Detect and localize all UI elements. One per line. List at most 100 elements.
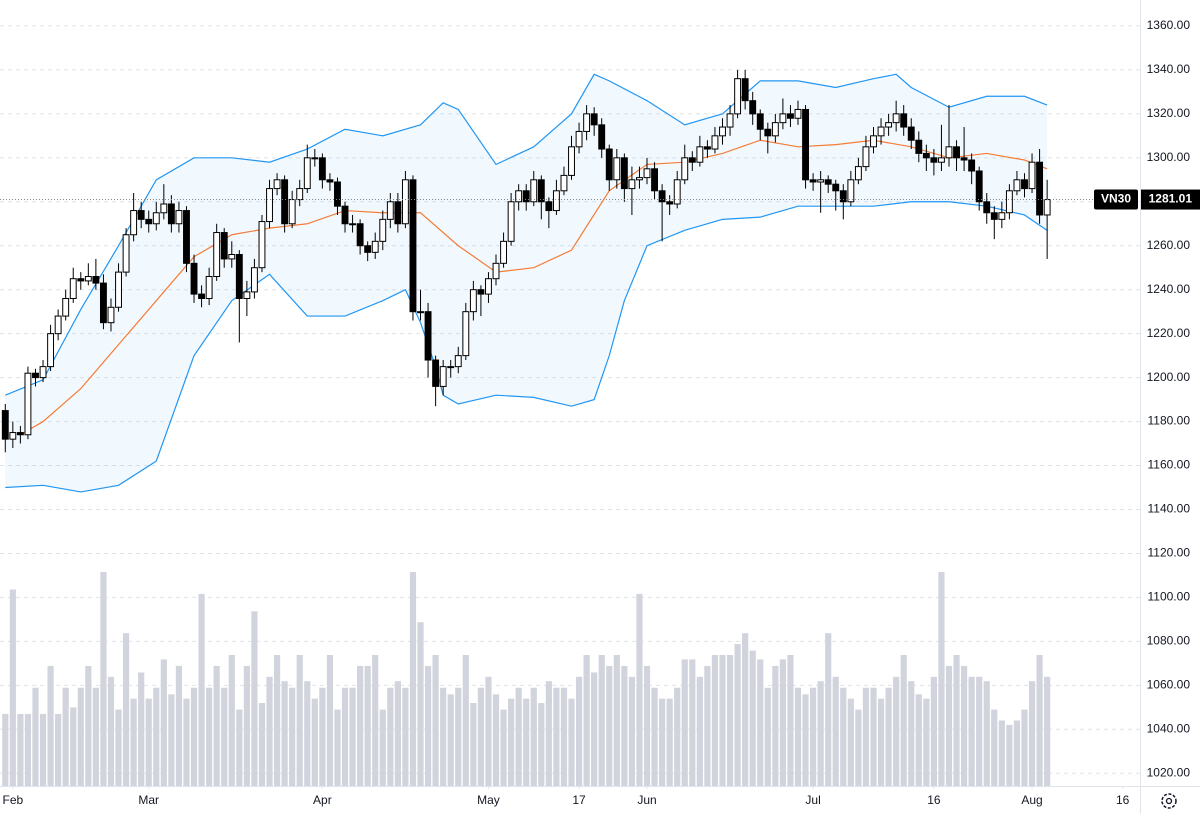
volume-bar xyxy=(470,703,477,786)
volume-bar xyxy=(138,672,145,786)
candle-body xyxy=(318,157,326,181)
volume-bar xyxy=(908,681,915,786)
candle-body xyxy=(69,278,77,299)
candle-body xyxy=(1043,199,1051,216)
y-tick-label: 1020.00 xyxy=(1147,765,1191,779)
band-layer xyxy=(5,73,1048,493)
candle-body xyxy=(250,267,258,293)
volume-bar xyxy=(976,676,983,786)
volume-bar xyxy=(696,676,703,786)
volume-bar xyxy=(598,655,605,786)
candle-body xyxy=(711,135,719,150)
candle-body xyxy=(122,234,130,273)
candle-body xyxy=(84,276,92,282)
volume-bar xyxy=(508,698,515,786)
candle-body xyxy=(1021,179,1028,190)
volume-bar xyxy=(500,709,507,786)
volume-bar xyxy=(893,676,900,786)
candle-body xyxy=(960,157,968,161)
candle-body xyxy=(522,190,530,203)
volume-bar xyxy=(357,665,364,786)
volume-bar xyxy=(485,676,492,786)
volume-bar xyxy=(689,659,696,786)
candle-body xyxy=(998,212,1006,220)
candle-body xyxy=(756,113,764,130)
candle-body xyxy=(273,179,281,190)
candle-body xyxy=(477,289,485,295)
candle-body xyxy=(975,170,983,203)
axis-layer: 1020.00 1040.00 1060.00 1080.00 1100.00 1120.… xyxy=(0,18,1200,807)
settings-icon[interactable] xyxy=(1161,793,1177,809)
candle-body xyxy=(809,179,817,183)
candle-body xyxy=(92,276,100,284)
volume-bar xyxy=(930,676,937,786)
volume-bar xyxy=(281,681,288,786)
candle-body xyxy=(877,126,885,137)
volume-bar xyxy=(1036,655,1043,786)
candle-body xyxy=(379,218,387,242)
volume-bar xyxy=(175,665,183,786)
last-price-tag-bg xyxy=(1094,189,1138,210)
candle-body xyxy=(213,232,221,278)
candle-body xyxy=(990,212,998,220)
volume-bar xyxy=(885,687,892,786)
candle-body xyxy=(500,240,508,264)
candle-body xyxy=(583,113,591,132)
candle-body xyxy=(734,78,742,115)
candle-body xyxy=(303,157,311,190)
y-tick-label: 1120.00 xyxy=(1148,546,1191,560)
volume-bar xyxy=(455,687,462,786)
volume-bar xyxy=(77,687,84,786)
volume-bar xyxy=(236,709,243,786)
volume-bar xyxy=(983,681,990,786)
candle-body xyxy=(432,359,440,387)
volume-bar xyxy=(545,681,552,786)
candle-body xyxy=(620,157,628,190)
candle-body xyxy=(930,157,938,163)
volume-bar xyxy=(915,694,922,786)
volume-bar xyxy=(85,665,92,786)
candle-body xyxy=(605,148,613,181)
volume-bar xyxy=(553,687,560,786)
volume-bar xyxy=(107,676,115,786)
volume-bar xyxy=(168,694,175,786)
volume-bar xyxy=(802,694,809,786)
candle-body xyxy=(900,113,908,128)
volume-bar xyxy=(840,687,847,786)
candle-body xyxy=(719,126,726,137)
volume-bar xyxy=(424,665,432,786)
candle-body xyxy=(235,254,243,299)
volume-bar xyxy=(742,633,749,786)
candle-body xyxy=(469,289,477,313)
volume-bar xyxy=(606,665,613,786)
candle-body xyxy=(462,311,470,357)
x-tick-label: Jun xyxy=(637,793,656,807)
candle-body xyxy=(666,201,674,205)
volume-bar xyxy=(221,687,228,786)
volume-bar xyxy=(1006,724,1013,786)
last-price-value-bg xyxy=(1141,189,1200,210)
candle-body xyxy=(537,179,545,203)
candle-body xyxy=(9,432,17,440)
candle-body xyxy=(356,223,364,247)
candle-body xyxy=(892,113,900,124)
candle-body xyxy=(628,179,636,190)
candle-body xyxy=(945,146,953,159)
volume-bar xyxy=(787,655,794,786)
volume-bar xyxy=(998,720,1005,786)
candle-body xyxy=(802,108,809,181)
volume-bar xyxy=(757,659,764,786)
candle-body xyxy=(424,311,432,361)
candle-body xyxy=(62,297,70,317)
volume-bar xyxy=(749,650,756,786)
candle-body xyxy=(454,355,462,368)
candle-body xyxy=(183,210,190,264)
x-tick-label: Jul xyxy=(805,793,820,807)
band-lower xyxy=(5,201,1048,493)
candle-body xyxy=(39,366,47,379)
candle-body xyxy=(651,168,659,192)
candle-body xyxy=(334,181,341,207)
volume-bar xyxy=(2,713,9,786)
